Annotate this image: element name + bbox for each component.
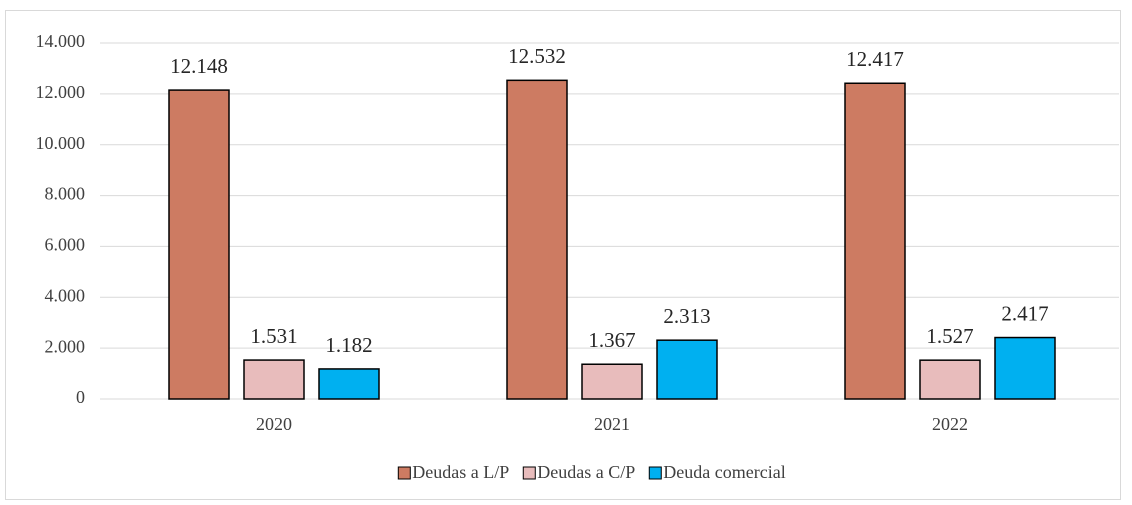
bar: [919, 359, 981, 400]
y-tick-label: 2.000: [45, 336, 86, 356]
value-label: 12.148: [170, 54, 228, 78]
value-label: 1.527: [926, 324, 973, 348]
bar: [994, 336, 1056, 400]
legend-swatch: [522, 466, 536, 480]
y-tick-label: 6.000: [45, 235, 86, 255]
y-tick-label: 0: [76, 387, 85, 407]
bar: [581, 363, 643, 400]
bar: [168, 89, 230, 400]
bar: [844, 82, 906, 400]
bar: [656, 339, 718, 400]
value-label: 12.417: [846, 47, 904, 71]
x-tick-label: 2021: [594, 414, 630, 434]
value-label: 2.417: [1001, 301, 1048, 325]
y-tick-label: 10.000: [36, 133, 86, 153]
value-label: 2.313: [663, 304, 710, 328]
value-label: 1.182: [325, 333, 372, 357]
legend-swatch: [397, 466, 411, 480]
y-tick-label: 14.000: [36, 31, 86, 51]
legend-label: Deudas a L/P: [412, 462, 509, 482]
y-tick-label: 12.000: [36, 82, 86, 102]
bar: [243, 359, 305, 400]
legend-label: Deuda comercial: [663, 462, 785, 482]
value-label: 1.531: [250, 324, 297, 348]
y-tick-label: 8.000: [45, 184, 86, 204]
x-tick-label: 2020: [256, 414, 292, 434]
legend-label: Deudas a C/P: [537, 462, 635, 482]
bar: [506, 79, 568, 400]
value-label: 12.532: [508, 44, 566, 68]
value-label: 1.367: [588, 328, 635, 352]
x-tick-label: 2022: [932, 414, 968, 434]
bar: [318, 368, 380, 400]
y-tick-label: 4.000: [45, 285, 86, 305]
legend-swatch: [648, 466, 662, 480]
